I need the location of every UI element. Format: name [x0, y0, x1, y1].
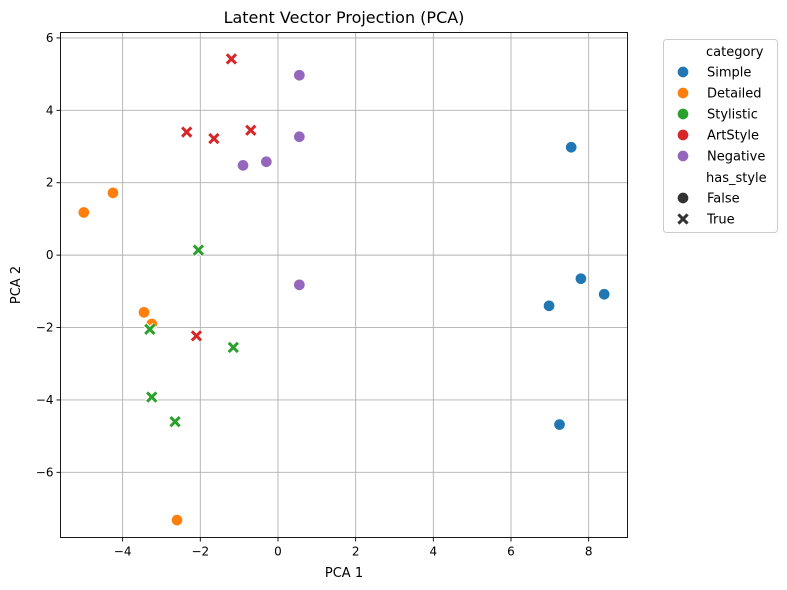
x-tick-label: 0 [274, 545, 282, 559]
data-point-stylistic [191, 243, 205, 257]
y-tick-label: 0 [46, 248, 54, 262]
legend-marker-artstyle [676, 128, 690, 142]
y-tick-label: 6 [46, 31, 54, 45]
x-axis-label: PCA 1 [325, 566, 363, 581]
legend-label-stylistic: Stylistic [707, 108, 758, 123]
y-tick-label: −2 [36, 321, 54, 335]
legend-marker-style-false [676, 191, 690, 205]
y-tick-label: 4 [46, 103, 54, 117]
legend-frame [663, 39, 778, 233]
legend-label-negative: Negative [707, 150, 765, 165]
data-point-simple [553, 418, 566, 431]
y-axis-ticks: −6 −4 −2 0 2 4 6 [36, 31, 61, 479]
x-tick-label: 8 [585, 545, 593, 559]
data-point-detailed [137, 306, 151, 319]
data-point-negative [260, 155, 273, 168]
data-point-negative [293, 278, 306, 292]
data-point-negative [236, 159, 250, 172]
data-point-stylistic [226, 341, 240, 354]
plot-area-frame [60, 32, 628, 538]
legend-hue-title: category [706, 45, 764, 60]
x-tick-label: 6 [507, 545, 515, 559]
legend-marker-style-true [676, 212, 690, 226]
y-tick-label: 2 [46, 176, 54, 190]
legend-marker-simple [676, 65, 690, 79]
data-point-simple [574, 272, 588, 285]
data-point-stylistic [145, 390, 159, 404]
grid-lines [60, 32, 628, 538]
data-point-artstyle [207, 132, 221, 146]
legend-marker-negative [676, 149, 690, 163]
data-point-detailed [170, 513, 184, 527]
data-point-simple [597, 287, 611, 301]
legend-label-style-false: False [707, 192, 740, 207]
data-points [77, 52, 611, 527]
data-point-artstyle [189, 329, 203, 343]
legend-marker-detailed [676, 86, 690, 100]
data-point-stylistic [143, 322, 157, 336]
data-point-simple [564, 141, 578, 154]
legend-marker-stylistic [676, 107, 690, 121]
x-tick-label: −4 [114, 545, 132, 559]
data-point-stylistic [168, 415, 182, 429]
data-point-artstyle [224, 52, 238, 66]
legend-label-artstyle: ArtStyle [707, 129, 759, 144]
legend-label-detailed: Detailed [707, 87, 762, 102]
data-point-negative [293, 130, 306, 144]
data-point-artstyle [180, 125, 194, 139]
chart-title: Latent Vector Projection (PCA) [224, 8, 465, 27]
legend-label-simple: Simple [707, 66, 751, 81]
data-point-negative [293, 68, 306, 82]
y-tick-label: −4 [36, 393, 54, 407]
x-axis-ticks: −4 −2 0 2 4 6 8 [114, 537, 593, 559]
y-axis-label: PCA 2 [9, 266, 24, 304]
data-point-detailed [77, 206, 91, 219]
legend-label-style-true: True [706, 213, 735, 228]
x-tick-label: −2 [191, 545, 209, 559]
x-tick-label: 4 [430, 545, 438, 559]
data-point-artstyle [244, 123, 258, 137]
y-tick-label: −6 [36, 465, 54, 479]
data-point-simple [542, 299, 556, 313]
x-tick-label: 2 [352, 545, 360, 559]
data-point-detailed [106, 186, 120, 200]
legend: category Simple Detailed Stylistic ArtStyle… [663, 39, 778, 233]
legend-style-title: has_style [706, 171, 767, 186]
